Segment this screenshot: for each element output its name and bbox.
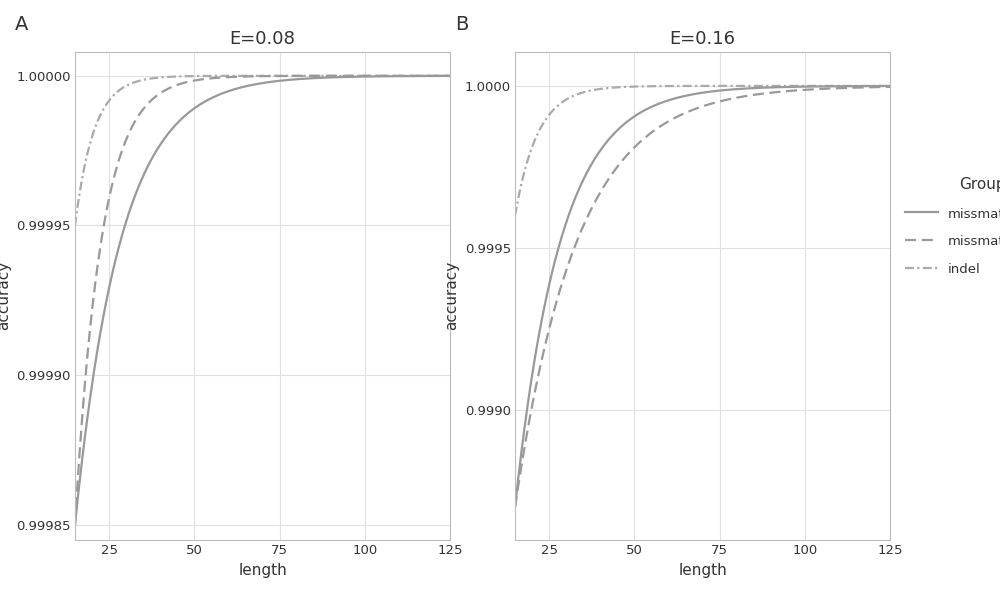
- Y-axis label: accuracy: accuracy: [0, 261, 11, 331]
- Text: A: A: [15, 15, 28, 34]
- X-axis label: length: length: [678, 562, 727, 578]
- Title: E=0.16: E=0.16: [670, 29, 736, 48]
- X-axis label: length: length: [238, 562, 287, 578]
- Title: E=0.08: E=0.08: [230, 29, 295, 48]
- Y-axis label: accuracy: accuracy: [444, 261, 459, 331]
- Text: B: B: [455, 15, 468, 34]
- Legend: missmatch_indel, missmatch, indel: missmatch_indel, missmatch, indel: [905, 178, 1000, 276]
